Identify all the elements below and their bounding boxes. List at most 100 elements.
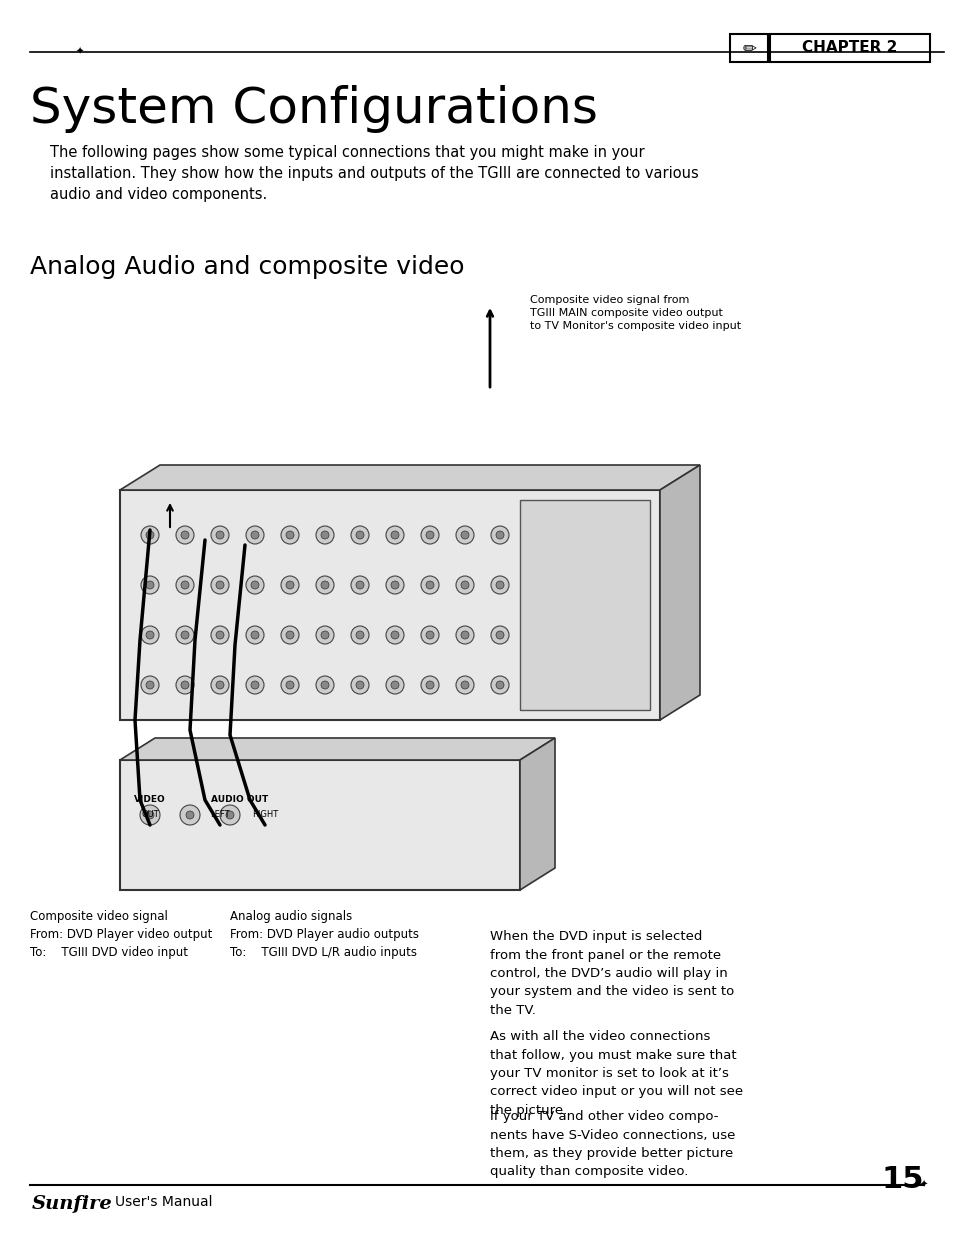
- Circle shape: [246, 526, 264, 543]
- Circle shape: [426, 580, 434, 589]
- Text: RIGHT: RIGHT: [252, 810, 278, 819]
- Circle shape: [531, 531, 538, 538]
- Circle shape: [460, 680, 469, 689]
- Circle shape: [386, 676, 403, 694]
- Circle shape: [286, 631, 294, 638]
- Text: Composite video signal from
TGIII MAIN composite video output
to TV Monitor's co: Composite video signal from TGIII MAIN c…: [530, 295, 740, 331]
- Text: Sunfire: Sunfire: [32, 1195, 112, 1213]
- Circle shape: [531, 580, 538, 589]
- Circle shape: [146, 811, 153, 819]
- Circle shape: [426, 531, 434, 538]
- Bar: [519, 500, 649, 710]
- Circle shape: [211, 576, 229, 594]
- Circle shape: [531, 680, 538, 689]
- Circle shape: [391, 531, 398, 538]
- Text: ✦: ✦: [76, 47, 84, 57]
- Circle shape: [351, 526, 369, 543]
- Circle shape: [491, 526, 509, 543]
- Bar: [579, 513, 649, 520]
- Circle shape: [246, 676, 264, 694]
- Bar: [579, 643, 649, 652]
- Circle shape: [420, 626, 438, 643]
- Text: User's Manual: User's Manual: [115, 1195, 213, 1209]
- Circle shape: [215, 680, 224, 689]
- Circle shape: [320, 580, 329, 589]
- Circle shape: [355, 680, 364, 689]
- Bar: [579, 578, 649, 585]
- Circle shape: [391, 580, 398, 589]
- Circle shape: [181, 680, 189, 689]
- Circle shape: [351, 626, 369, 643]
- Circle shape: [226, 811, 233, 819]
- Text: LEFT: LEFT: [210, 810, 230, 819]
- Circle shape: [456, 676, 474, 694]
- Circle shape: [525, 626, 543, 643]
- Circle shape: [251, 531, 258, 538]
- Circle shape: [215, 531, 224, 538]
- Circle shape: [281, 576, 298, 594]
- Circle shape: [251, 680, 258, 689]
- Circle shape: [186, 811, 193, 819]
- Circle shape: [525, 526, 543, 543]
- Circle shape: [146, 531, 153, 538]
- Circle shape: [141, 676, 159, 694]
- Circle shape: [215, 580, 224, 589]
- Circle shape: [251, 580, 258, 589]
- Text: When the DVD input is selected
from the front panel or the remote
control, the D: When the DVD input is selected from the …: [490, 930, 734, 1016]
- Circle shape: [386, 526, 403, 543]
- Circle shape: [420, 676, 438, 694]
- Text: 15: 15: [881, 1165, 923, 1194]
- Circle shape: [355, 580, 364, 589]
- Circle shape: [351, 676, 369, 694]
- Bar: [579, 666, 649, 674]
- Circle shape: [181, 531, 189, 538]
- Circle shape: [426, 631, 434, 638]
- Circle shape: [491, 676, 509, 694]
- Circle shape: [496, 631, 503, 638]
- Bar: [579, 622, 649, 630]
- Circle shape: [460, 580, 469, 589]
- Bar: [579, 600, 649, 608]
- Circle shape: [246, 576, 264, 594]
- Circle shape: [175, 576, 193, 594]
- Text: Composite video signal
From: DVD Player video output
To:    TGIII DVD video inpu: Composite video signal From: DVD Player …: [30, 910, 213, 960]
- Circle shape: [315, 526, 334, 543]
- Circle shape: [315, 676, 334, 694]
- Circle shape: [220, 805, 240, 825]
- Circle shape: [456, 576, 474, 594]
- Polygon shape: [659, 466, 700, 720]
- Circle shape: [246, 626, 264, 643]
- Circle shape: [351, 576, 369, 594]
- Circle shape: [355, 631, 364, 638]
- Polygon shape: [519, 739, 555, 890]
- Text: ✦: ✦: [919, 1179, 927, 1191]
- Circle shape: [386, 626, 403, 643]
- FancyBboxPatch shape: [729, 35, 767, 62]
- Circle shape: [281, 676, 298, 694]
- Text: If your TV and other video compo-
nents have S-Video connections, use
them, as t: If your TV and other video compo- nents …: [490, 1110, 735, 1178]
- Circle shape: [456, 626, 474, 643]
- Circle shape: [525, 676, 543, 694]
- Bar: [579, 534, 649, 542]
- Bar: [579, 556, 649, 564]
- Text: As with all the video connections
that follow, you must make sure that
your TV m: As with all the video connections that f…: [490, 1030, 742, 1116]
- Text: The following pages show some typical connections that you might make in your
in: The following pages show some typical co…: [50, 144, 698, 203]
- Text: Analog audio signals
From: DVD Player audio outputs
To:    TGIII DVD L/R audio i: Analog audio signals From: DVD Player au…: [230, 910, 418, 960]
- Circle shape: [140, 805, 160, 825]
- Circle shape: [146, 631, 153, 638]
- Circle shape: [211, 626, 229, 643]
- Text: AUDIO OUT: AUDIO OUT: [212, 795, 269, 804]
- Circle shape: [175, 626, 193, 643]
- Circle shape: [320, 680, 329, 689]
- Text: Analog Audio and composite video: Analog Audio and composite video: [30, 254, 464, 279]
- Circle shape: [181, 631, 189, 638]
- Text: ✏: ✏: [741, 40, 755, 57]
- Circle shape: [141, 626, 159, 643]
- Circle shape: [286, 680, 294, 689]
- Circle shape: [491, 626, 509, 643]
- Circle shape: [496, 680, 503, 689]
- Circle shape: [420, 576, 438, 594]
- Circle shape: [386, 576, 403, 594]
- Circle shape: [315, 626, 334, 643]
- Circle shape: [496, 531, 503, 538]
